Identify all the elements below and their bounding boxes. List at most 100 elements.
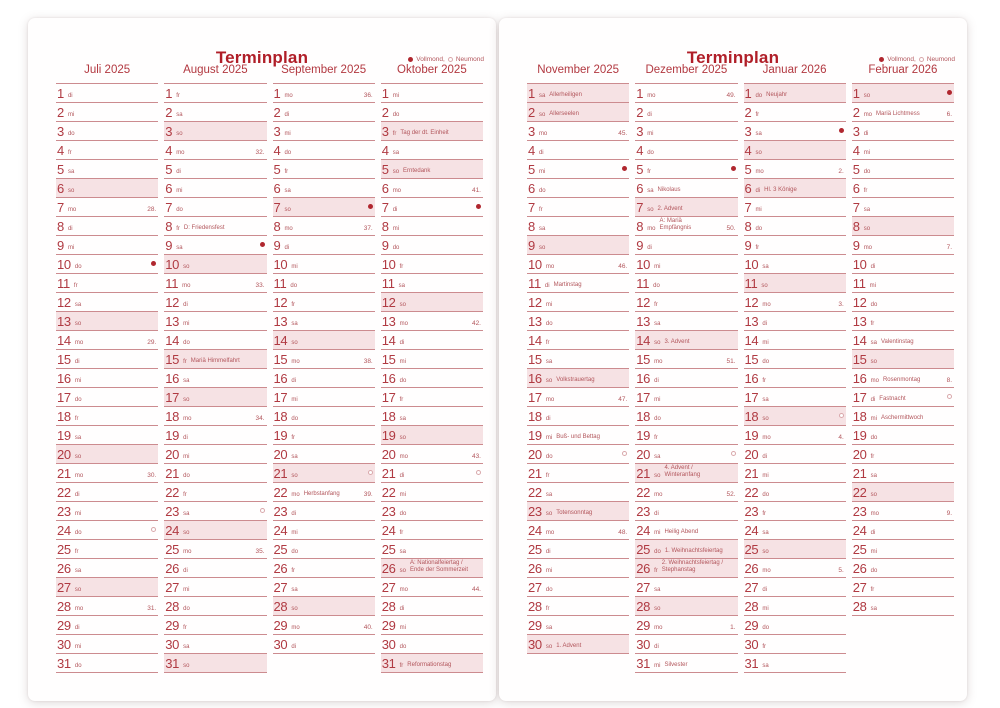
day-row: 28 di	[380, 597, 483, 616]
weekday-label: so	[761, 283, 768, 289]
weekday-label: sa	[654, 321, 661, 327]
day-row: 3 mi	[272, 122, 375, 141]
day-number: 16	[744, 371, 759, 386]
weekday-label: sa	[870, 606, 877, 612]
weekday-label: di	[291, 378, 297, 384]
weekday-label: so	[183, 663, 190, 669]
day-row: 26 sa	[56, 559, 159, 578]
weekday-label: so	[291, 340, 298, 346]
new-moon-icon	[838, 412, 844, 418]
day-number: 18	[636, 409, 651, 424]
day-row: 16 so Volkstrauertag	[527, 369, 630, 388]
weekday-label: di	[755, 188, 761, 194]
day-number: 20	[528, 447, 542, 462]
day-number: 20	[852, 447, 867, 462]
weekday-label: so	[399, 302, 406, 308]
week-number: 35.	[255, 547, 265, 555]
day-row: 27 sa	[635, 578, 738, 597]
day-row: 12 mo 3.	[743, 293, 846, 312]
weekday-label: mo	[545, 264, 555, 270]
day-number: 3	[852, 124, 860, 139]
day-row: 5 do	[851, 160, 954, 179]
day-number: 10	[528, 257, 542, 272]
day-number: 8	[57, 219, 64, 234]
week-number: 44.	[471, 585, 481, 593]
week-number: 32.	[255, 148, 265, 156]
weekday-label: do	[647, 150, 654, 156]
day-number: 7	[273, 200, 281, 215]
month-column: November 2025 1 sa Allerheiligen 2 so Allersee…	[527, 64, 630, 673]
day-row: 30 di	[635, 635, 738, 654]
day-row: 13 sa	[272, 312, 375, 331]
day-number: 16	[381, 371, 396, 386]
weekday-label: do	[654, 416, 661, 422]
week-number: 46.	[618, 262, 628, 270]
day-number: 12	[273, 295, 288, 310]
day-row: 17 di Fastnacht	[851, 388, 954, 407]
day-row: 15 sa	[527, 350, 630, 369]
day-number: 20	[744, 447, 759, 462]
day-row: 26 mi	[527, 559, 630, 578]
weekday-label: mo	[399, 587, 408, 593]
weekday-label: sa	[399, 549, 406, 555]
day-number: 22	[636, 485, 651, 500]
day-row: 1 fr	[164, 84, 267, 103]
weekday-label: di	[544, 283, 550, 289]
weekday-label: mi	[863, 150, 871, 156]
weekday-label: mi	[291, 397, 298, 403]
weekday-label: fr	[399, 663, 404, 669]
weekday-label: fr	[291, 435, 296, 441]
new-moon-icon	[476, 469, 481, 475]
day-row: 8 mi	[380, 217, 483, 236]
weekday-label: sa	[538, 226, 546, 232]
day-number: 4	[636, 143, 644, 158]
weekday-label: do	[755, 226, 763, 232]
day-row: 28 mi	[743, 597, 846, 616]
day-row: 4 do	[272, 141, 375, 160]
day-row: 2 di	[272, 103, 375, 122]
day-number: 23	[381, 504, 396, 519]
weekday-label: mo	[863, 245, 873, 251]
day-number: 20	[636, 447, 651, 462]
day-number: 31	[381, 656, 396, 671]
day-number: 5	[636, 162, 644, 177]
day-number: 31	[636, 656, 651, 671]
day-number: 8	[528, 219, 535, 234]
legend-full-label: Vollmond,	[887, 56, 916, 63]
day-number: 8	[381, 219, 389, 234]
weekday-label: do	[290, 283, 298, 289]
weekday-label: so	[755, 150, 762, 156]
weekday-label: di	[762, 587, 768, 593]
day-row: 9 so	[527, 236, 630, 255]
day-row: 22 mi	[380, 483, 483, 502]
day-row: 9 mo 7.	[851, 236, 954, 255]
day-number: 5	[744, 162, 752, 177]
day-number: 30	[165, 637, 180, 652]
holiday-label: Neujahr	[766, 92, 788, 99]
full-moon-icon	[259, 241, 265, 247]
week-number: 51.	[726, 357, 736, 365]
weekday-label: di	[74, 492, 80, 498]
weekday-label: do	[870, 435, 878, 441]
weekday-label: mi	[399, 625, 406, 631]
day-number: 3	[744, 124, 752, 139]
day-number: 11	[636, 276, 650, 291]
week-number: 8.	[946, 376, 952, 384]
full-moon-icon	[476, 203, 481, 209]
day-row: 20 mo 43.	[380, 445, 483, 464]
weekday-label: di	[654, 378, 659, 384]
day-row: 10 di	[851, 255, 954, 274]
week-number: 37.	[363, 224, 373, 232]
holiday-label: Rosenmontag	[882, 377, 921, 384]
day-row: 20 so	[56, 445, 159, 464]
day-number: 22	[744, 485, 759, 500]
day-row: 11 do	[272, 274, 375, 293]
day-number: 1	[744, 86, 752, 101]
day-row: 24 di	[851, 521, 954, 540]
weekday-label: fr	[545, 340, 550, 346]
weekday-label: mi	[291, 264, 298, 270]
weekday-label: di	[870, 530, 876, 536]
day-row: 15 do	[743, 350, 846, 369]
day-row: 19 mi Buß- und Bettag	[527, 426, 630, 445]
day-number: 13	[381, 314, 396, 329]
